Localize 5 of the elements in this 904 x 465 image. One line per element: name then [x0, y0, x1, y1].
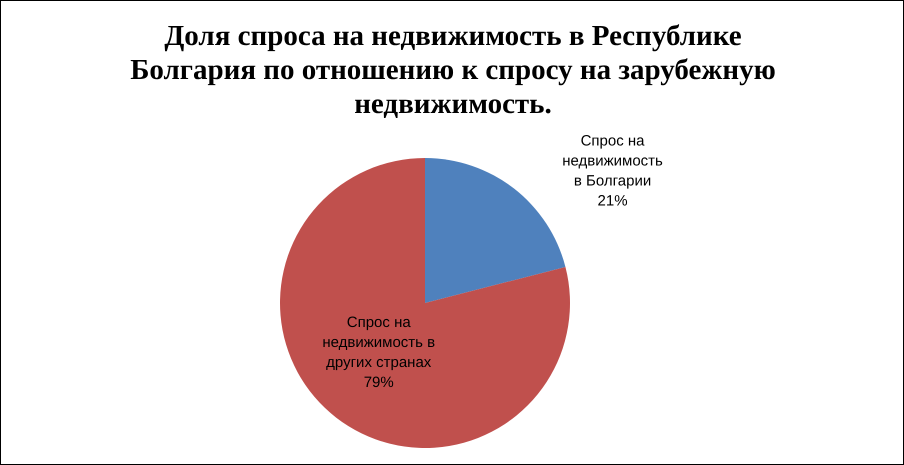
chart-title: Доля спроса на недвижимость в Республике Болгария по отношению к спросу на зарубежную недвижимость. [129, 19, 777, 121]
slice-label: Спрос на недвижимость в Болгарии [562, 132, 664, 190]
data-label: 21% [598, 192, 628, 210]
data-label: 79% [364, 374, 394, 392]
slice-label: Спрос на недвижимость в других странах [322, 314, 436, 372]
